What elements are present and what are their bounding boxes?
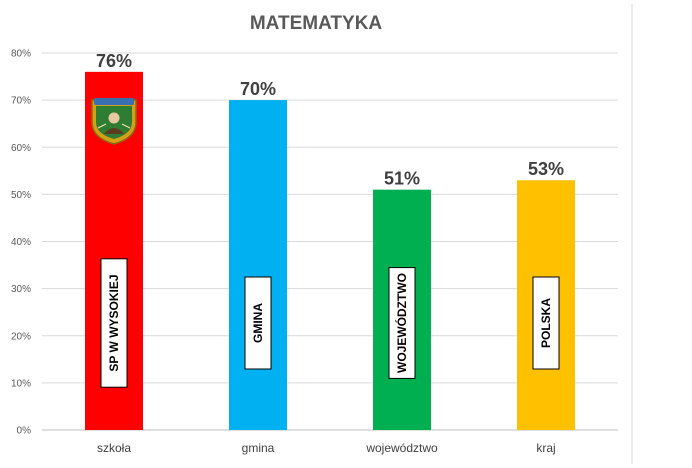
bar-box-label: WOJEWÓDZTWO bbox=[394, 273, 409, 373]
x-tick-label: kraj bbox=[536, 441, 555, 455]
y-tick-label: 80% bbox=[11, 49, 31, 60]
chart-title: MATEMATYKA bbox=[250, 13, 383, 34]
y-tick-label: 70% bbox=[11, 96, 31, 107]
x-tick-label: szkoła bbox=[97, 441, 131, 455]
bar-label-box bbox=[100, 258, 128, 388]
bar-label-box bbox=[532, 276, 560, 370]
y-tick-label: 0% bbox=[17, 426, 32, 437]
x-axis-labels: szkoła gmina województwo kraj bbox=[97, 441, 556, 455]
data-label: 76% bbox=[96, 51, 132, 71]
y-axis-ticks: 0% 10% 20% 30% 40% 50% 60% 70% 80% bbox=[11, 49, 31, 437]
school-emblem-icon bbox=[91, 98, 137, 145]
y-tick-label: 50% bbox=[11, 190, 31, 201]
data-label: 70% bbox=[240, 79, 276, 99]
y-tick-label: 60% bbox=[11, 143, 31, 154]
bars: 76% SP W WYSOKIEJ 70% GMINA 51% WOJEWÓDZTWO 53… bbox=[85, 51, 575, 430]
bar-box-label: POLSKA bbox=[539, 298, 553, 348]
x-tick-label: województwo bbox=[365, 441, 438, 455]
bar bbox=[229, 100, 287, 430]
data-label: 53% bbox=[528, 159, 564, 179]
y-tick-label: 40% bbox=[11, 237, 31, 248]
data-label: 51% bbox=[384, 169, 420, 189]
bar-box-label: GMINA bbox=[251, 303, 265, 343]
y-tick-label: 30% bbox=[11, 284, 31, 295]
y-tick-label: 10% bbox=[11, 378, 31, 389]
x-tick-label: gmina bbox=[242, 441, 275, 455]
bar-box-label: SP W WYSOKIEJ bbox=[107, 274, 121, 371]
y-tick-label: 20% bbox=[11, 331, 31, 342]
bar-label-box bbox=[244, 276, 272, 370]
bar-label-box bbox=[388, 267, 416, 379]
